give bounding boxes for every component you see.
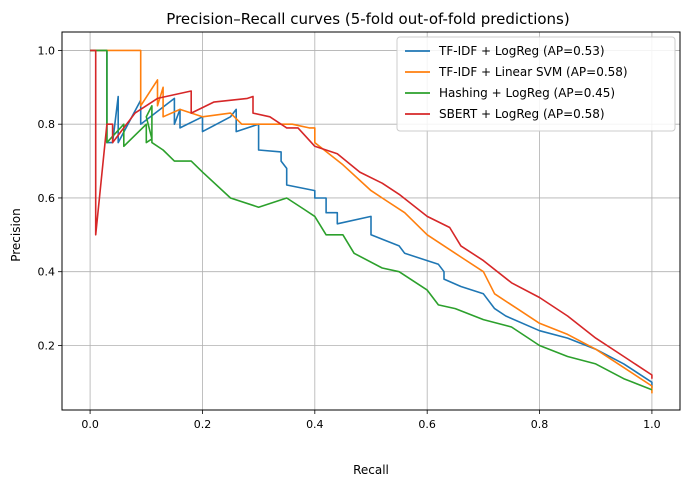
x-axis-label: Recall (353, 463, 389, 477)
plot-area-frame (61, 31, 681, 411)
series-line-3 (90, 49, 653, 379)
legend-box (396, 36, 676, 132)
chart-title: Precision–Recall curves (5-fold out-of-f… (166, 10, 569, 28)
series-line-2 (90, 49, 653, 391)
legend-label: Hashing + LogReg (AP=0.45) (439, 86, 615, 100)
axis-ticks: 0.0 0.2 0.4 0.6 0.8 1.0 0.2 0.4 0.6 0.8 1.0 (38, 44, 661, 431)
x-tick-label: 0.0 (81, 418, 99, 431)
y-tick-label: 1.0 (38, 44, 56, 57)
y-tick-label: 0.4 (38, 266, 56, 279)
series-line-1 (90, 49, 653, 394)
x-tick-label: 0.4 (306, 418, 324, 431)
series-lines (90, 49, 653, 394)
legend: TF-IDF + LogReg (AP=0.53) TF-IDF + Linear… (396, 36, 676, 132)
legend-label: TF-IDF + Linear SVM (AP=0.58) (438, 65, 628, 79)
x-tick-label: 0.8 (531, 418, 549, 431)
x-tick-label: 0.2 (194, 418, 212, 431)
y-axis-label: Precision (9, 208, 23, 262)
legend-label: SBERT + LogReg (AP=0.58) (439, 107, 605, 121)
y-tick-label: 0.2 (38, 339, 56, 352)
x-tick-label: 1.0 (643, 418, 661, 431)
y-tick-label: 0.8 (38, 118, 56, 131)
x-tick-label: 0.6 (418, 418, 436, 431)
y-tick-label: 0.6 (38, 192, 56, 205)
legend-label: TF-IDF + LogReg (AP=0.53) (438, 44, 605, 58)
